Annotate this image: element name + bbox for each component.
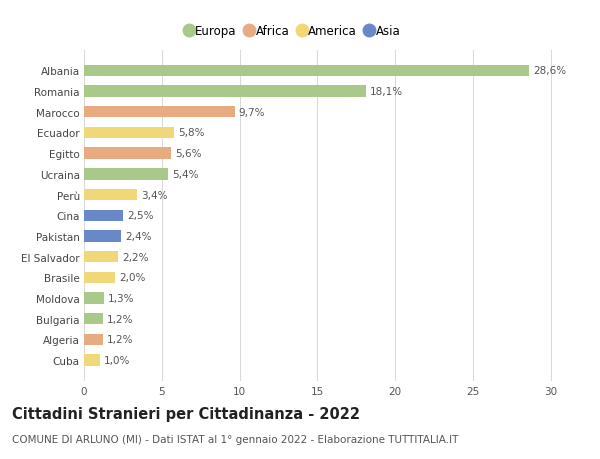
Bar bbox=[84, 272, 115, 283]
Legend: Europa, Africa, America, Asia: Europa, Africa, America, Asia bbox=[181, 20, 406, 42]
Bar bbox=[84, 293, 104, 304]
Text: 28,6%: 28,6% bbox=[533, 66, 566, 76]
Bar bbox=[84, 128, 174, 139]
Bar bbox=[84, 148, 171, 159]
Text: 1,3%: 1,3% bbox=[108, 293, 134, 303]
Bar bbox=[84, 355, 100, 366]
Text: 2,4%: 2,4% bbox=[125, 231, 152, 241]
Text: 5,4%: 5,4% bbox=[172, 169, 199, 179]
Text: 1,2%: 1,2% bbox=[107, 314, 133, 324]
Text: 1,0%: 1,0% bbox=[103, 355, 130, 365]
Text: 2,5%: 2,5% bbox=[127, 211, 153, 221]
Bar bbox=[84, 334, 103, 345]
Text: 2,0%: 2,0% bbox=[119, 273, 145, 283]
Text: 9,7%: 9,7% bbox=[239, 107, 265, 118]
Bar bbox=[84, 313, 103, 325]
Bar bbox=[84, 210, 123, 221]
Bar bbox=[84, 66, 529, 77]
Text: 1,2%: 1,2% bbox=[107, 335, 133, 345]
Text: 5,6%: 5,6% bbox=[175, 149, 202, 159]
Bar bbox=[84, 86, 365, 97]
Text: Cittadini Stranieri per Cittadinanza - 2022: Cittadini Stranieri per Cittadinanza - 2… bbox=[12, 406, 360, 421]
Bar bbox=[84, 252, 118, 263]
Bar bbox=[84, 190, 137, 201]
Text: COMUNE DI ARLUNO (MI) - Dati ISTAT al 1° gennaio 2022 - Elaborazione TUTTITALIA.: COMUNE DI ARLUNO (MI) - Dati ISTAT al 1°… bbox=[12, 434, 458, 444]
Text: 3,4%: 3,4% bbox=[141, 190, 167, 200]
Bar bbox=[84, 169, 168, 180]
Text: 18,1%: 18,1% bbox=[370, 87, 403, 97]
Text: 2,2%: 2,2% bbox=[122, 252, 149, 262]
Bar bbox=[84, 231, 121, 242]
Text: 5,8%: 5,8% bbox=[178, 128, 205, 138]
Bar bbox=[84, 107, 235, 118]
